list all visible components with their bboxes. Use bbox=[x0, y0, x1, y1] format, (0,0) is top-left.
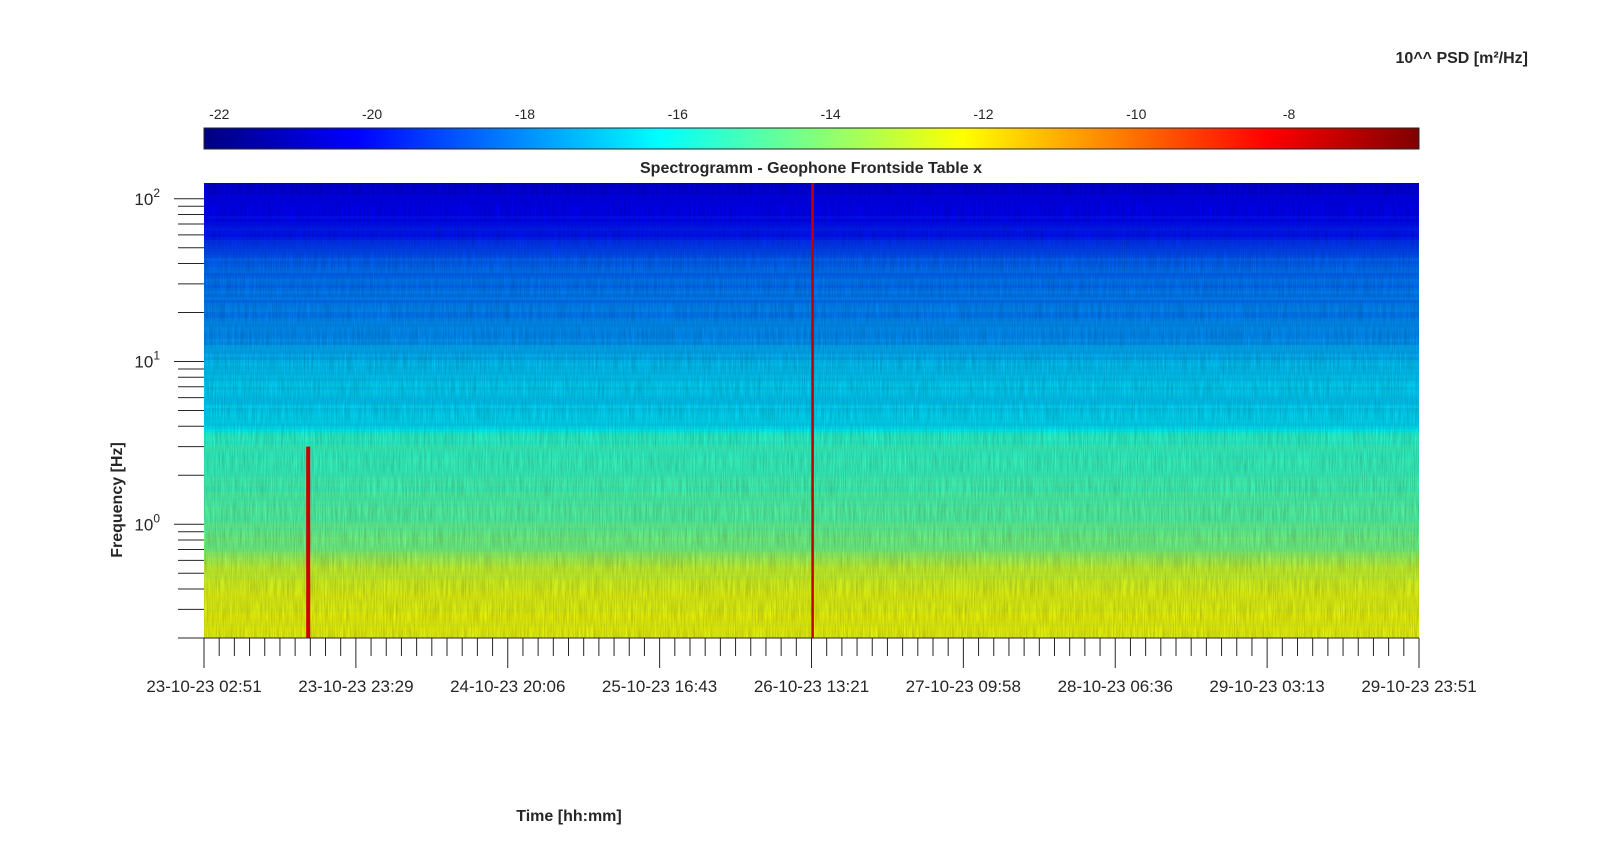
y-tick-label: 102 bbox=[134, 186, 160, 209]
x-tick-label: 28-10-23 06:36 bbox=[1058, 677, 1173, 696]
y-tick-exp: 2 bbox=[153, 186, 160, 200]
event-marks bbox=[306, 183, 814, 638]
colorbar: 10^^ PSD [m²/Hz] -22 -20 -18 -16 -14 -12 -10 -8 bbox=[203, 50, 1528, 150]
x-axis: 23-10-23 02:51 23-10-23 23:29 24-10-23 20:… bbox=[146, 637, 1477, 696]
colorbar-tick-label: -22 bbox=[209, 106, 229, 122]
y-tick-base: 10 bbox=[134, 353, 153, 372]
y-tick-base: 10 bbox=[134, 515, 153, 534]
colorbar-tick-label: -18 bbox=[515, 106, 535, 122]
y-tick-label: 101 bbox=[134, 349, 160, 372]
colorbar-tick-label: -10 bbox=[1126, 106, 1146, 122]
colorbar-tick-label: -16 bbox=[668, 106, 688, 122]
y-tick-label: 100 bbox=[134, 511, 160, 534]
colorbar-label: 10^^ PSD [m²/Hz] bbox=[1396, 50, 1528, 67]
colorbar-tick-label: -12 bbox=[973, 106, 993, 122]
x-tick-label: 23-10-23 23:29 bbox=[298, 677, 413, 696]
colorbar-bar bbox=[203, 127, 1420, 150]
x-tick-label: 23-10-23 02:51 bbox=[146, 677, 261, 696]
y-tick-base: 10 bbox=[134, 190, 153, 209]
y-axis-label: Frequency [Hz] bbox=[109, 442, 126, 558]
x-tick-label: 29-10-23 03:13 bbox=[1209, 677, 1324, 696]
x-axis-label: Time [hh:mm] bbox=[516, 808, 621, 825]
colorbar-tick-label: -20 bbox=[362, 106, 382, 122]
colorbar-tick-label: -8 bbox=[1283, 106, 1296, 122]
x-tick-label: 24-10-23 20:06 bbox=[450, 677, 565, 696]
y-tick-exp: 0 bbox=[153, 511, 160, 525]
x-tick-label: 27-10-23 09:58 bbox=[906, 677, 1021, 696]
colorbar-tick-label: -14 bbox=[820, 106, 840, 122]
colorbar-ticks: -22 -20 -18 -16 -14 -12 -10 -8 bbox=[209, 106, 1296, 138]
x-tick-label: 29-10-23 23:51 bbox=[1361, 677, 1476, 696]
plot-area bbox=[204, 183, 1419, 638]
x-tick-label: 26-10-23 13:21 bbox=[754, 677, 869, 696]
chart-title: Spectrogramm - Geophone Frontside Table … bbox=[640, 160, 982, 177]
x-tick-label: 25-10-23 16:43 bbox=[602, 677, 717, 696]
y-tick-exp: 1 bbox=[153, 349, 160, 363]
